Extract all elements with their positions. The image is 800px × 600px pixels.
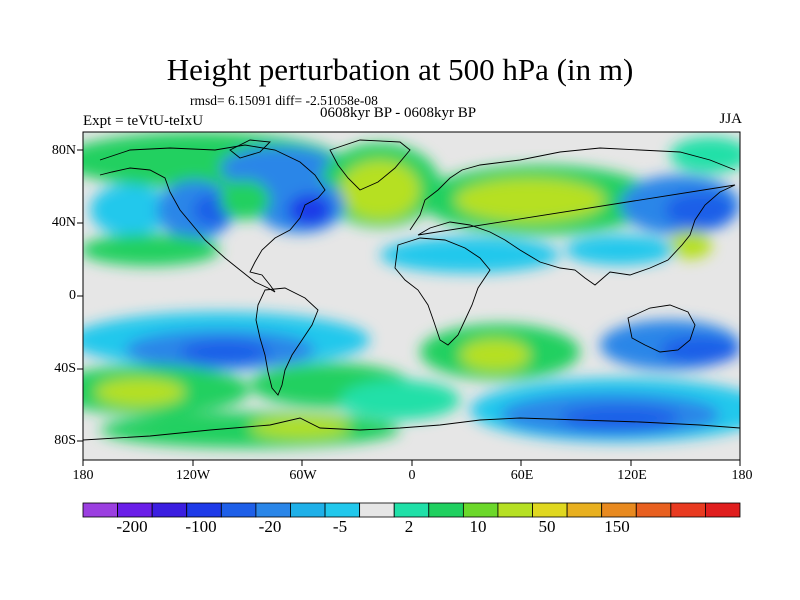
lon-tick-label: 0 (408, 468, 416, 483)
colorbar-swatch (532, 502, 568, 518)
lon-tick-label: 60W (289, 468, 317, 483)
shaded-contours (83, 132, 740, 448)
colorbar-swatch (428, 502, 464, 518)
lon-tick-label: 120W (175, 468, 211, 483)
lat-tick-label: 40N (51, 215, 76, 230)
lon-tick-label: 60E (510, 468, 534, 483)
lon-tick-label: 180 (731, 468, 753, 483)
colorbar-swatch (462, 502, 499, 518)
colorbar-swatch (497, 502, 533, 518)
colorbar-swatch (151, 502, 188, 518)
axis-ticks (77, 149, 741, 466)
colorbar-swatch (220, 502, 257, 518)
contour-field (83, 132, 740, 460)
colorbar-swatch (601, 502, 637, 518)
coastlines (83, 139, 740, 441)
colorbar-swatch (255, 502, 291, 518)
period-label: 0608kyr BP - 0608kyr BP (320, 105, 477, 121)
lat-tick-label: 80N (51, 143, 76, 158)
colorbar-swatch (705, 502, 741, 518)
colorbar-label: 50 (538, 517, 556, 536)
lat-tick-label: 80S (54, 433, 76, 448)
colorbar-swatch (670, 502, 706, 518)
lon-tick-label: 180 (72, 468, 94, 483)
colorbar-label: 10 (469, 517, 487, 536)
experiment-label: Expt = teVtU-teIxU (83, 113, 204, 129)
colorbar-swatch (393, 502, 430, 518)
colorbar-swatch (359, 502, 395, 518)
colorbar-swatch (82, 502, 118, 518)
colorbar-swatch (566, 502, 603, 518)
season-label: JJA (719, 111, 742, 127)
colorbar-label: 2 (404, 517, 414, 536)
colorbar-label: 150 (604, 517, 630, 536)
colorbar-label: -100 (185, 517, 217, 536)
colorbar-label: -20 (258, 517, 282, 536)
lat-tick-label: 0 (69, 288, 76, 303)
colorbar-swatch (324, 502, 361, 518)
colorbar-label: -200 (116, 517, 148, 536)
plot-title: Height perturbation at 500 hPa (in m) (166, 52, 634, 87)
stats-line: rmsd= 6.15091 diff= -2.51058e-08 (190, 93, 378, 108)
colorbar-swatch (186, 502, 222, 518)
colorbar-label: -5 (332, 517, 348, 536)
lat-tick-label: 40S (54, 361, 76, 376)
colorbar (82, 502, 741, 518)
lon-tick-label: 120E (617, 468, 647, 483)
colorbar-swatch (635, 502, 672, 518)
colorbar-swatch (117, 502, 153, 518)
colorbar-swatch (290, 502, 326, 518)
